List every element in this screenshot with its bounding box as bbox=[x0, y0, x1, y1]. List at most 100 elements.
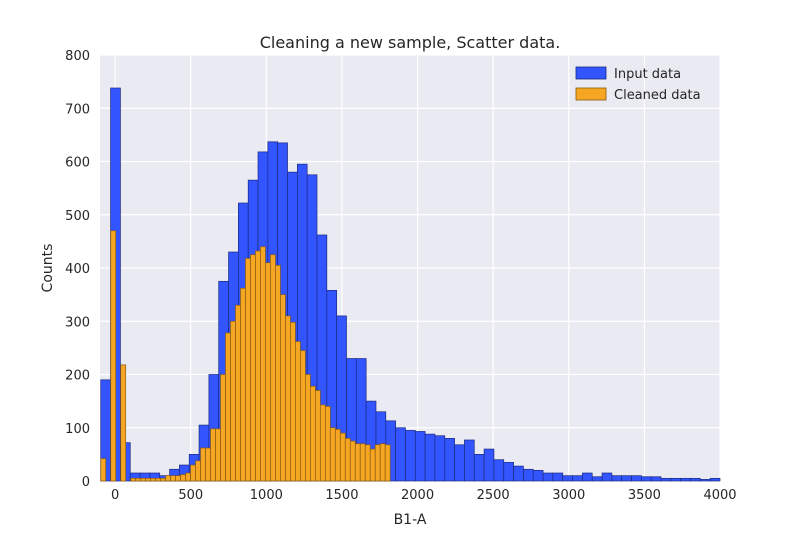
input-data-bar bbox=[542, 472, 554, 482]
cleaned-data-bar bbox=[275, 264, 281, 482]
y-tick-label: 500 bbox=[65, 209, 90, 224]
cleaned-data-bar bbox=[319, 404, 326, 482]
cleaned-data-bar bbox=[180, 474, 186, 482]
cleaned-data-bar bbox=[359, 443, 366, 482]
x-axis-label: B1-A bbox=[394, 512, 427, 528]
legend-label-cleaned: Cleaned data bbox=[614, 88, 701, 103]
y-tick-label: 300 bbox=[65, 315, 90, 330]
cleaned-data-bar bbox=[185, 472, 191, 482]
input-data-bar bbox=[503, 462, 514, 482]
cleaned-data-bar bbox=[300, 350, 306, 482]
cleaned-data-bar bbox=[230, 320, 236, 482]
cleaned-data-bar bbox=[245, 258, 251, 482]
chart-title: Cleaning a new sample, Scatter data. bbox=[260, 33, 561, 52]
cleaned-data-bar bbox=[339, 432, 346, 482]
cleaned-data-bar bbox=[334, 428, 341, 482]
input-data-bar bbox=[532, 470, 544, 482]
y-tick-label: 400 bbox=[65, 262, 90, 277]
x-tick-label: 2500 bbox=[477, 488, 510, 503]
cleaned-data-bar bbox=[220, 374, 226, 482]
cleaned-data-bars bbox=[100, 230, 391, 482]
cleaned-data-bar bbox=[309, 385, 316, 482]
input-data-bar bbox=[444, 438, 455, 482]
cleaned-data-bar bbox=[140, 477, 147, 482]
cleaned-data-bar bbox=[295, 341, 301, 482]
input-data-bar bbox=[631, 475, 642, 482]
input-data-bar bbox=[660, 477, 672, 482]
input-data-bar bbox=[709, 477, 721, 482]
cleaned-data-bar bbox=[150, 477, 156, 482]
y-tick-label: 200 bbox=[65, 369, 90, 384]
input-data-bar bbox=[473, 454, 485, 482]
cleaned-data-bar bbox=[225, 332, 231, 482]
input-data-bar bbox=[434, 435, 446, 482]
cleaned-data-bar bbox=[170, 475, 176, 482]
input-data-bar bbox=[699, 479, 711, 482]
cleaned-data-bar bbox=[165, 475, 171, 482]
cleaned-data-bar bbox=[329, 427, 336, 482]
cleaned-data-bar bbox=[324, 406, 331, 482]
input-data-bar bbox=[621, 475, 632, 482]
y-tick-label: 800 bbox=[65, 49, 90, 64]
cleaned-data-bar bbox=[155, 477, 161, 482]
legend-swatch-cleaned bbox=[575, 87, 607, 101]
input-data-bar bbox=[650, 476, 662, 482]
input-data-bar bbox=[680, 477, 691, 482]
x-tick-label: 0 bbox=[111, 488, 119, 503]
input-data-bar bbox=[670, 477, 682, 482]
input-data-bar bbox=[690, 477, 701, 482]
cleaned-data-bar bbox=[270, 254, 276, 482]
cleaned-data-bar bbox=[255, 250, 261, 482]
y-tick-label: 0 bbox=[82, 475, 90, 490]
y-tick-label: 100 bbox=[65, 422, 90, 437]
cleaned-data-bar bbox=[200, 447, 206, 482]
y-axis-label: Counts bbox=[40, 244, 56, 293]
cleaned-data-bar bbox=[364, 444, 371, 482]
cleaned-data-bar bbox=[235, 304, 241, 482]
input-data-bar bbox=[493, 459, 505, 482]
cleaned-data-bar bbox=[110, 230, 117, 482]
input-data-bar bbox=[395, 427, 406, 482]
cleaned-data-bar bbox=[305, 374, 311, 482]
cleaned-data-bar bbox=[195, 460, 201, 482]
cleaned-data-bar bbox=[354, 443, 361, 482]
cleaned-data-bar bbox=[285, 315, 291, 482]
x-tick-label: 1000 bbox=[250, 488, 283, 503]
input-data-bar bbox=[483, 448, 495, 482]
cleaned-data-bar bbox=[240, 287, 246, 482]
cleaned-data-bar bbox=[379, 443, 386, 482]
input-data-bar bbox=[424, 433, 436, 482]
cleaned-data-bar bbox=[130, 477, 137, 482]
input-data-bar bbox=[582, 472, 593, 482]
x-tick-label: 1500 bbox=[325, 488, 358, 503]
input-data-bar bbox=[405, 430, 416, 482]
cleaned-data-bar bbox=[175, 475, 181, 482]
cleaned-data-bar bbox=[265, 262, 271, 482]
input-data-bar bbox=[641, 476, 652, 482]
input-data-bar bbox=[572, 475, 583, 482]
x-tick-label: 3000 bbox=[552, 488, 585, 503]
y-tick-label: 600 bbox=[65, 156, 90, 171]
input-data-bar bbox=[562, 475, 573, 482]
cleaned-data-bar bbox=[369, 448, 376, 482]
cleaned-data-bar bbox=[210, 428, 216, 482]
y-axis-ticks: 0 100 200 300 400 500 600 700 800 bbox=[65, 49, 90, 490]
legend: Input data Cleaned data bbox=[575, 66, 701, 103]
cleaned-data-bar bbox=[384, 444, 391, 482]
cleaned-data-bar bbox=[250, 254, 256, 482]
cleaned-data-bar bbox=[344, 438, 351, 482]
x-axis-ticks: 0 500 1000 1500 2000 2500 3000 3500 4000 bbox=[111, 488, 737, 503]
input-data-bar bbox=[414, 431, 426, 482]
x-tick-label: 3500 bbox=[628, 488, 661, 503]
input-data-bar bbox=[454, 444, 465, 482]
input-data-bar bbox=[601, 472, 613, 482]
input-data-bar bbox=[552, 472, 564, 482]
cleaned-data-bar bbox=[160, 477, 166, 482]
input-data-bar bbox=[523, 468, 534, 482]
legend-swatch-input bbox=[575, 66, 607, 80]
cleaned-data-bar bbox=[205, 447, 211, 482]
input-data-bar bbox=[513, 465, 524, 482]
cleaned-data-bar bbox=[190, 464, 196, 482]
x-tick-label: 2000 bbox=[401, 488, 434, 503]
